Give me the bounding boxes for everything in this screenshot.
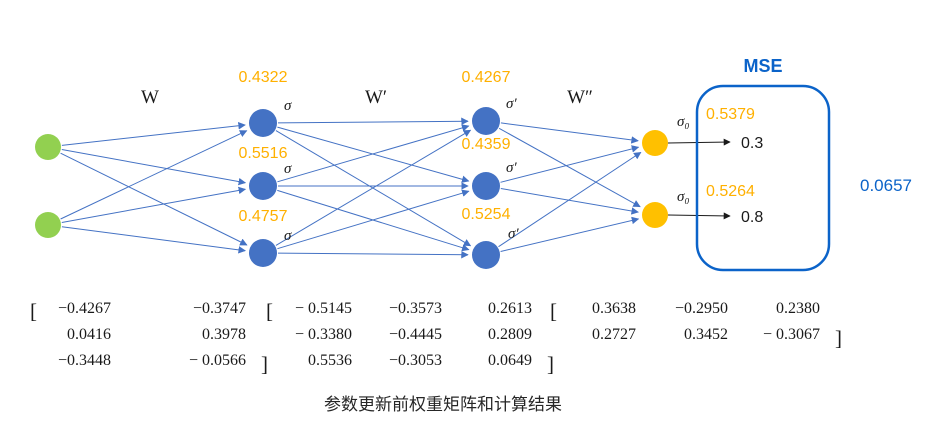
edge [277,250,469,259]
matrix3-left-bracket: [ [550,299,557,323]
hidden1-node-3 [249,239,277,267]
edge [61,226,246,254]
matrix-row: 0.0416 0.3978 [46,326,246,352]
edge [60,152,248,246]
weight-label-w: W [141,87,159,108]
matrix-cell: 0.2613 [488,300,532,317]
matrix-row: 0.3638 −0.2950 0.2380 [566,300,820,326]
matrix1-left-bracket: [ [30,299,37,323]
matrix-cell: −0.3053 [388,352,442,369]
hidden1-value-3: 0.4757 [239,208,288,225]
matrix-cell: − 0.3380 [294,326,352,343]
output-activation-2: σ₀ [677,189,690,205]
hidden2-activation-2: σ′ [506,160,517,176]
matrix-cell: −0.3747 [192,300,246,317]
hidden1-node-1 [249,109,277,137]
edge [61,122,246,146]
weight-matrix-2: [ − 0.5145 −0.3573 0.2613 − 0.3380 −0.44… [266,299,554,378]
hidden1-value-1: 0.4322 [239,69,288,86]
output-activation-1: σ₀ [677,114,690,130]
target-value-1: 0.3 [741,135,763,152]
matrix-cell: 0.0649 [488,352,532,369]
matrix-row: − 0.5145 −0.3573 0.2613 [282,300,532,326]
matrix3-right-bracket: ] [835,326,842,350]
hidden1-activation-1: σ [284,98,292,114]
matrix-cell: − 0.0566 [188,352,246,369]
matrix-cell: − 0.5145 [294,300,352,317]
matrix-cell: −0.2950 [674,300,728,317]
weight-label-w2: W″ [567,87,593,108]
edge [277,117,469,126]
edge [275,129,472,246]
edge [498,151,642,248]
weight-matrix-1: [ −0.4267 −0.3747 0.0416 0.3978 −0.3448 … [30,299,268,378]
edge [500,188,639,215]
edges-layer [60,117,642,259]
mse-box [695,84,831,272]
matrix-row: −0.3448 − 0.0566 [46,352,246,378]
edge [61,186,247,223]
matrix-cell: 0.2380 [776,300,820,317]
edge [500,145,640,183]
edge [60,130,248,220]
hidden2-activation-3: σ′ [508,226,519,242]
hidden1-activation-3: σ [284,228,292,244]
output2-target-arrow [667,212,731,220]
hidden2-activation-1: σ′ [506,96,517,112]
figure-caption: 参数更新前权重矩阵和计算结果 [324,395,562,414]
hidden1-activation-2: σ [284,161,292,177]
edge [61,149,247,186]
output1-target-arrow [667,138,731,146]
matrix-row: 0.5536 −0.3053 0.0649 [282,352,532,378]
hidden2-value-3: 0.5254 [462,206,511,223]
matrix-cell: − 0.3067 [762,326,820,343]
edge [500,216,640,252]
matrix-cell: 0.5536 [308,352,352,369]
target-value-2: 0.8 [741,209,763,226]
edge [277,124,470,183]
matrix1-right-bracket: ] [261,352,268,376]
hidden2-node-2 [472,172,500,200]
matrix-cell: −0.3573 [388,300,442,317]
mse-label: MSE [743,56,782,76]
edge [500,122,639,144]
matrix-row: − 0.3380 −0.4445 0.2809 [282,326,532,352]
weight-matrix-3: [ 0.3638 −0.2950 0.2380 0.2727 0.3452 − … [550,299,842,352]
hidden2-value-2: 0.4359 [462,136,511,153]
output-node-2 [642,202,668,228]
hidden2-node-3 [472,241,500,269]
hidden2-value-1: 0.4267 [462,69,511,86]
matrix-cell: 0.3638 [592,300,636,317]
matrix2-left-bracket: [ [266,299,273,323]
matrix2-right-bracket: ] [547,352,554,376]
matrix-cell: 0.2809 [488,326,532,343]
matrix-cell: 0.0416 [67,326,111,343]
weight-label-w1: W′ [365,87,387,108]
edge [498,127,641,208]
matrix-cell: −0.4267 [57,300,111,317]
hidden2-node-1 [472,107,500,135]
matrix-cell: 0.2727 [592,326,636,343]
matrix-row: −0.4267 −0.3747 [46,300,246,326]
output-value-2: 0.5264 [706,183,755,200]
matrix-row: 0.2727 0.3452 − 0.3067 [566,326,820,352]
mse-value: 0.0657 [860,176,912,195]
input-node-2 [35,212,61,238]
matrix-cell: 0.3978 [202,326,246,343]
output-value-1: 0.5379 [706,106,755,123]
matrix-cell: −0.3448 [57,352,111,369]
matrix-cell: 0.3452 [684,326,728,343]
edge [277,189,470,250]
matrix-cell: −0.4445 [388,326,442,343]
input-node-1 [35,134,61,160]
hidden1-value-2: 0.5516 [239,145,288,162]
hidden1-node-2 [249,172,277,200]
output-node-1 [642,130,668,156]
